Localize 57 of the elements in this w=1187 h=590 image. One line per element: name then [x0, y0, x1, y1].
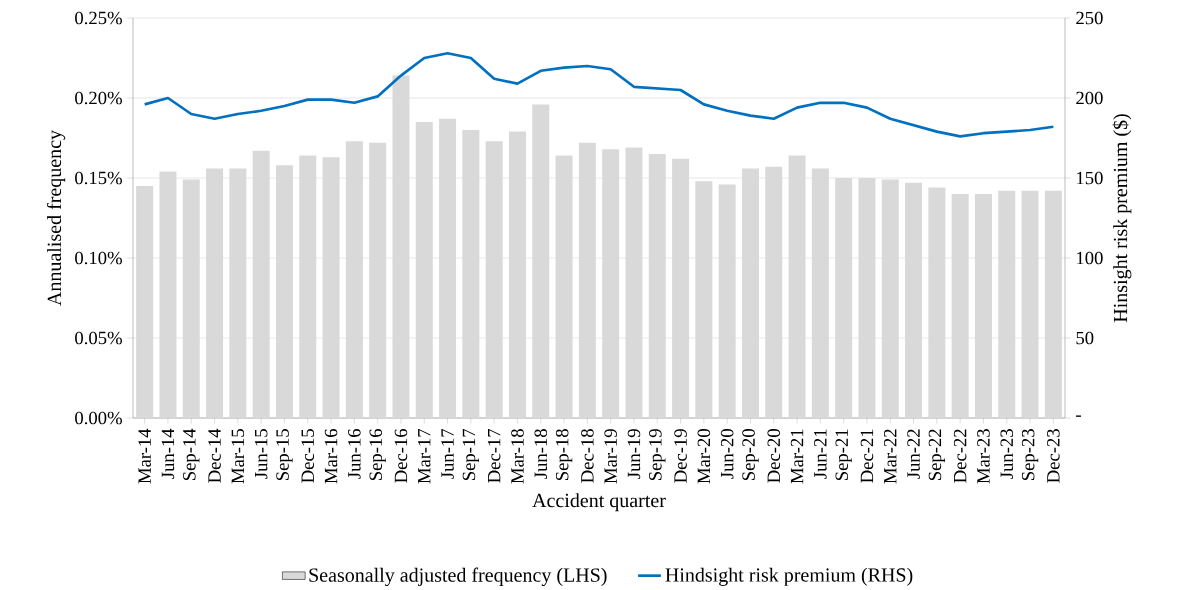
x-tick-label: Jun-19 [627, 429, 641, 479]
y-tick-label: 0.15% [75, 171, 122, 185]
x-tick-label: Mar-14 [138, 428, 151, 484]
y-axis-title: Annualised frequency [46, 130, 66, 306]
legend-label: Hindsight risk premium (RHS) [665, 567, 913, 586]
y2-tick-label: 150 [1077, 171, 1103, 185]
x-tick-label: Jun-20 [720, 429, 734, 479]
x-tick-label: Dec-14 [208, 428, 221, 483]
y2-tick-label: 100 [1077, 251, 1103, 265]
x-tick-label: Dec-18 [581, 429, 594, 483]
x-tick-label: Jun-18 [534, 429, 548, 479]
y2-tick-label: 200 [1076, 91, 1103, 105]
x-tick-label: Sep-17 [462, 428, 480, 481]
x-tick-label: Jun-14 [161, 428, 175, 479]
x-tick-label: Mar-15 [231, 429, 245, 484]
x-tick-label: Sep-19 [649, 429, 666, 481]
y-tick-label: 0.25% [75, 11, 122, 25]
x-tick-label: Dec-23 [1047, 429, 1060, 483]
x-tick-label: Jun-15 [254, 429, 268, 479]
x-tick-label: Sep-18 [555, 429, 573, 481]
x-tick-label: Mar-19 [604, 429, 617, 484]
legend-label: Seasonally adjusted frequency (LHS) [309, 567, 607, 586]
x-axis-title: Accident quarter [532, 493, 666, 512]
x-tick-label: Dec-16 [394, 428, 408, 483]
x-tick-label: Dec-19 [674, 429, 687, 483]
y2-tick-label: - [1076, 415, 1081, 417]
x-tick-label: Sep-21 [835, 429, 852, 481]
x-tick-label: Sep-16 [369, 428, 386, 481]
y2-tick-label: 50 [1076, 331, 1094, 345]
x-tick-label: Mar-17 [417, 428, 431, 484]
y-tick-label: 0.10% [75, 251, 122, 265]
x-tick-label: Sep-14 [183, 428, 200, 481]
x-tick-label: Mar-22 [883, 429, 897, 484]
x-tick-label: Mar-21 [790, 429, 804, 484]
x-tick-label: Jun-16 [348, 428, 361, 479]
y-tick-label: 0.05% [75, 331, 122, 345]
x-tick-label: Mar-20 [697, 429, 711, 484]
y-tick-label: 0.00% [75, 411, 122, 425]
x-tick-label: Jun-21 [814, 429, 827, 479]
x-tick-label: Dec-20 [767, 429, 781, 483]
x-tick-label: Dec-22 [953, 429, 967, 483]
x-tick-label: Dec-17 [487, 428, 501, 483]
y-tick-label: 0.20% [75, 91, 122, 105]
x-tick-label: Sep-22 [928, 429, 946, 481]
x-tick-label: Mar-16 [324, 428, 338, 484]
y2-axis-title: Hinsight risk premium ($) [1112, 114, 1132, 323]
y2-tick-label: 250 [1076, 11, 1103, 25]
x-tick-label: Jun-23 [1000, 429, 1014, 479]
x-tick-label: Dec-21 [860, 429, 874, 483]
x-tick-label: Jun-22 [907, 429, 920, 479]
x-tick-label: Mar-23 [977, 429, 990, 484]
x-tick-label: Dec-15 [301, 429, 315, 483]
x-tick-label: Sep-23 [1021, 429, 1039, 481]
x-tick-label: Jun-17 [441, 428, 454, 479]
x-tick-label: Mar-18 [511, 429, 524, 484]
x-tick-label: Sep-15 [276, 429, 293, 481]
x-tick-label: Sep-20 [742, 429, 759, 481]
